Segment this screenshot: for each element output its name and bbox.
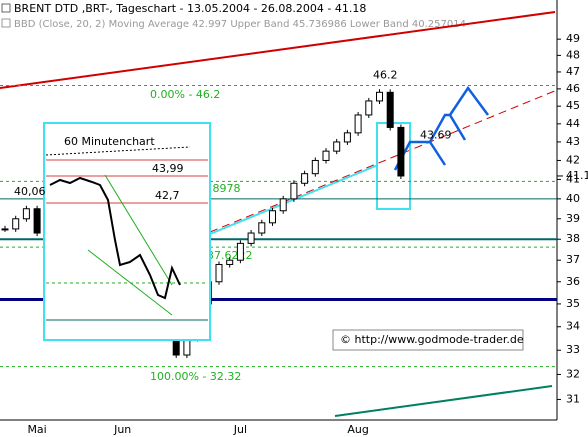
watermark-box [332,329,524,351]
candle [258,222,266,234]
icon [1,3,11,13]
candle [397,126,405,177]
projection [448,85,490,116]
trend-line [209,89,558,233]
candle [22,208,30,220]
candle [12,218,20,230]
candle [33,208,41,234]
watermark: © http://www.godmode-trader.de [340,333,524,346]
chart-title: BRENT DTD ,BRT-, Tageschart - 13.05.2004… [14,2,366,15]
y-tick-label: 43 [566,135,580,148]
y-tick-label: 36 [566,275,580,288]
candle [279,198,287,212]
inset-title: 60 Minutenchart [64,135,155,148]
fib-label: 100.00% - 32.32 [150,370,241,383]
inset-label: 40,06 [14,185,46,198]
y-tick-label: 37 [566,253,580,266]
candle [376,91,383,102]
x-tick-label: Aug [347,423,368,436]
last-value-label: 41.18 [566,169,588,182]
trend-line [0,11,556,89]
fib-label: 0.00% - 46.2 [150,88,220,101]
inset-label: 42,7 [155,189,180,202]
inset-line [104,174,173,286]
x-tick-label: Jun [113,423,131,436]
candle [236,242,244,261]
candle [343,132,351,143]
y-tick-label: 46 [566,82,580,95]
y-tick-label: 48 [566,48,580,61]
candle [311,159,319,175]
y-tick-label: 34 [566,320,580,333]
price-annotation: 46.2 [373,68,398,81]
candle [226,259,234,265]
y-tick-label: 35 [566,297,580,310]
candle [290,182,298,200]
candle [247,232,255,244]
y-tick-label: 44 [566,117,580,130]
candle [322,150,330,161]
candle [301,173,309,184]
y-tick-label: 33 [566,343,580,356]
inset-line [45,146,191,156]
y-tick-label: 40 [566,192,580,205]
y-tick-label: 31 [566,392,580,405]
indicator-legend: BBD (Close, 20, 2) Moving Average 42.997… [14,19,466,30]
inset-box [43,122,211,341]
icon [1,18,11,28]
trend-line [334,385,553,417]
candle [269,210,276,224]
candle [333,141,341,152]
y-tick-label: 42 [566,153,580,166]
projection [428,113,467,143]
inset-label: 43,99 [152,162,184,175]
y-tick-label: 45 [566,99,580,112]
y-tick-label: 47 [566,65,580,78]
x-tick-label: Jul [233,423,247,436]
candle [386,91,394,128]
y-tick-label: 38 [566,232,580,245]
candle [365,100,373,116]
y-tick-label: 32 [566,367,580,380]
y-tick-label: 41 [566,172,580,185]
inset-line [87,249,173,316]
y-tick-label: 49 [566,32,580,45]
y-tick-label: 39 [566,212,580,225]
inset-price [49,176,181,300]
candle [354,114,362,134]
x-tick-label: Mai [27,423,46,436]
candle [215,263,223,283]
candle [1,228,9,231]
price-annotation: 43.69 [420,128,452,141]
